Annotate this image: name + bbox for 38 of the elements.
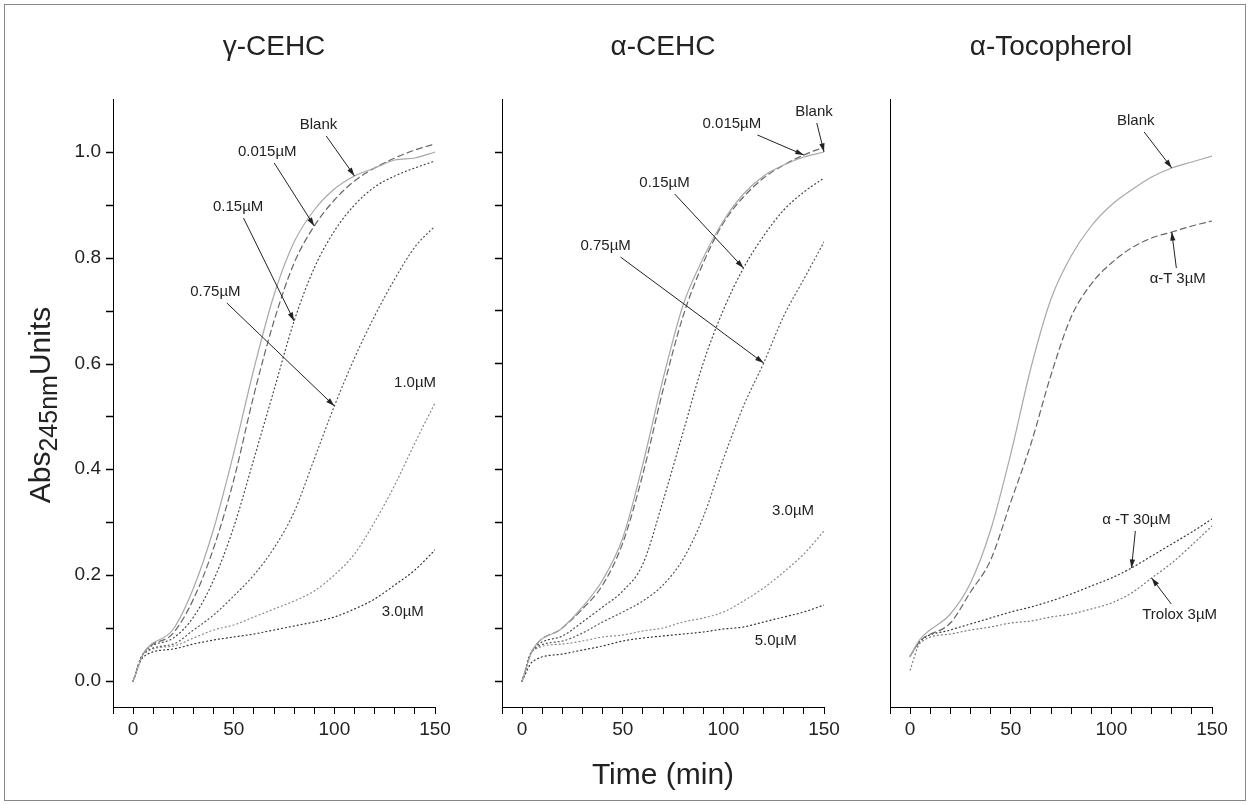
- x-tick-label: 0: [516, 717, 528, 739]
- chart-title: α-CEHC: [609, 30, 717, 62]
- annotation: 0.15µM: [212, 197, 264, 215]
- annotation: Blank: [299, 115, 338, 133]
- x-tick-label: 100: [707, 717, 740, 739]
- x-tick-label: 50: [612, 717, 634, 739]
- x-tick-label: 150: [1196, 717, 1228, 739]
- annotation: 5.0µM: [754, 631, 797, 649]
- chart-title: γ-CEHC: [221, 30, 327, 62]
- annotation: 0.015µM: [702, 114, 762, 132]
- x-tick-label: 150: [419, 717, 451, 739]
- annotation: 1.0µM: [394, 373, 437, 391]
- x-tick-label: 0: [904, 717, 916, 739]
- annotation: 0.015µM: [237, 142, 297, 160]
- annotation: 0.75µM: [580, 236, 631, 254]
- annotation: 3.0µM: [772, 501, 815, 519]
- annotation: α -T 30µM: [1102, 510, 1171, 528]
- x-tick-label: 150: [808, 717, 840, 739]
- annotation: Trolox 3µM: [1142, 605, 1218, 623]
- y-tick-label: 0.6: [74, 352, 101, 374]
- annotation: α-T 3µM: [1149, 269, 1206, 287]
- chart-title: α-Tocopherol: [968, 30, 1134, 62]
- annotation: 0.75µM: [190, 282, 241, 300]
- x-tick-label: 0: [127, 717, 139, 739]
- annotation: Blank: [795, 102, 834, 120]
- x-tick-label: 100: [318, 717, 351, 739]
- x-tick-label: 100: [1095, 717, 1128, 739]
- x-axis-title: Time (min): [591, 757, 735, 791]
- y-tick-label: 0.0: [74, 669, 101, 691]
- y-tick-label: 0.4: [74, 457, 102, 479]
- y-tick-label: 0.2: [74, 563, 101, 585]
- x-tick-label: 50: [223, 717, 245, 739]
- x-tick-label: 50: [1000, 717, 1022, 739]
- annotation: Blank: [1116, 111, 1156, 129]
- y-tick-label: 1.0: [74, 140, 101, 162]
- annotation: 0.15µM: [639, 173, 690, 191]
- annotation: 3.0µM: [381, 601, 424, 619]
- y-tick-label: 0.8: [74, 246, 101, 268]
